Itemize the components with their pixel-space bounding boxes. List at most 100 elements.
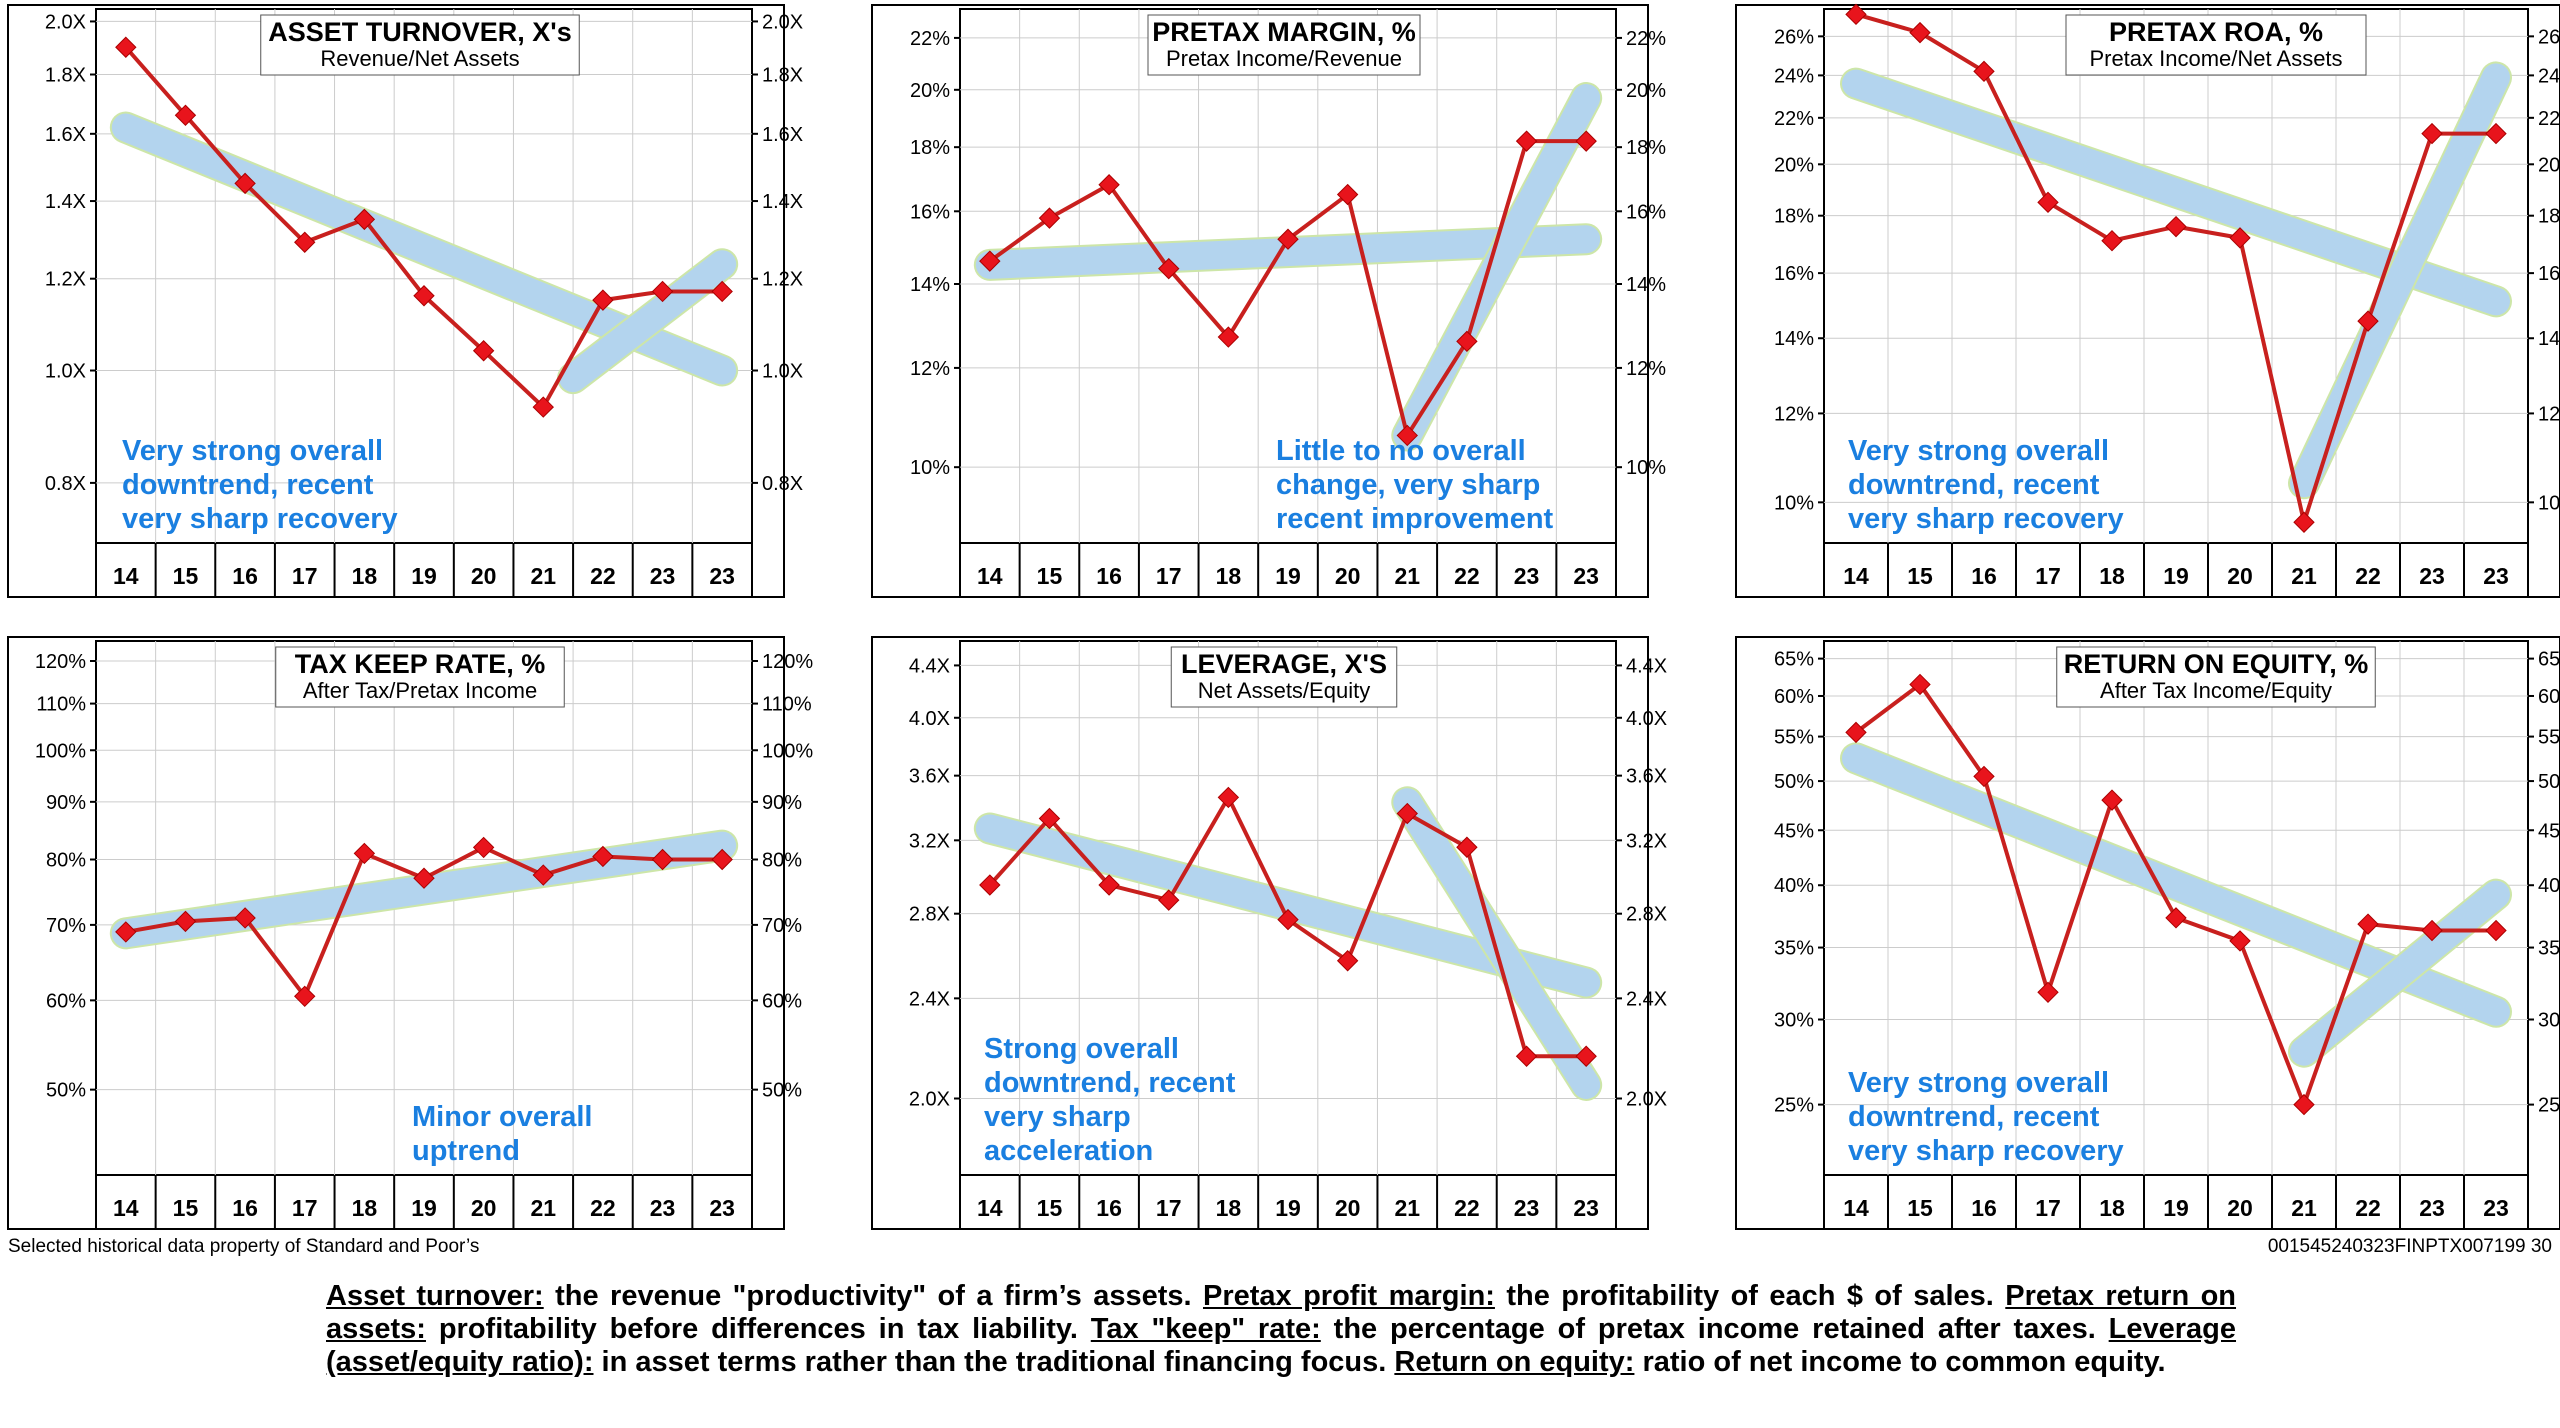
data-point	[1158, 889, 1180, 911]
data-point	[2229, 227, 2251, 249]
chart-subtitle: Net Assets/Equity	[1198, 678, 1370, 703]
y-tick-label-right: 12%	[2538, 403, 2560, 425]
chart-annotation-line: Strong overall	[984, 1033, 1179, 1065]
chart-subtitle: After Tax/Pretax Income	[303, 678, 537, 703]
chart-panel: 10% 10% 12% 12% 14% 14% 16% 16% 18% 18% 20% 20% 22% 2…	[871, 4, 1666, 598]
y-tick-label-right: 45%	[2538, 820, 2560, 842]
data-point	[2037, 981, 2059, 1004]
data-point	[2165, 907, 2187, 929]
data-point	[1217, 326, 1240, 348]
y-tick-label-right: 14%	[1626, 274, 1666, 296]
y-tick-label-left: 90%	[46, 792, 86, 814]
x-tick-label: 17	[1156, 1195, 1182, 1221]
x-tick-label: 23	[2419, 1195, 2445, 1221]
x-tick-label: 19	[411, 1195, 437, 1221]
y-tick-label-right: 90%	[762, 792, 802, 814]
x-tick-label: 14	[1843, 1195, 1869, 1221]
x-tick-label: 21	[2291, 1195, 2317, 1221]
x-tick-label: 18	[352, 563, 378, 589]
chart-panel: 10% 10% 12% 12% 14% 14% 16% 16% 18% 18% 20% 20% 22% 2…	[1735, 3, 2560, 598]
x-tick-label: 23	[2483, 1195, 2509, 1221]
x-tick-label: 19	[2163, 1195, 2189, 1221]
data-point	[651, 280, 674, 303]
x-tick-label: 23	[650, 563, 676, 589]
data-point	[532, 864, 554, 886]
plot-area	[1823, 8, 2529, 598]
x-tick-label: 19	[2163, 563, 2189, 589]
y-tick-label-right: 14%	[2538, 328, 2560, 350]
data-point	[2101, 789, 2123, 811]
x-tick-label: 18	[2099, 1195, 2125, 1221]
x-tick-label: 15	[1907, 563, 1933, 589]
data-point	[294, 231, 316, 253]
y-tick-label-right: 60%	[2538, 686, 2560, 708]
y-tick-label-right: 18%	[2538, 206, 2560, 228]
x-tick-label: 21	[2291, 563, 2317, 589]
caption-entry: Return on equity: ratio of net income to…	[1394, 1346, 2165, 1378]
caption-term: Return on equity:	[1394, 1346, 1635, 1378]
data-point	[979, 874, 1001, 896]
chart-subtitle: Pretax Income/Revenue	[1166, 46, 1402, 71]
y-tick-label-right: 24%	[2538, 65, 2560, 87]
x-tick-label: 23	[1573, 1195, 1599, 1221]
chart-annotation-line: Very strong overall	[122, 435, 383, 467]
data-point	[1277, 908, 1299, 931]
x-tick-label: 14	[113, 1195, 139, 1221]
y-tick-label-right: 1.0X	[762, 361, 803, 383]
y-tick-label-right: 55%	[2538, 727, 2560, 749]
y-tick-label-right: 1.6X	[762, 124, 803, 146]
trend-band	[1393, 788, 1601, 1099]
x-tick-label: 22	[590, 563, 616, 589]
trend-band	[2290, 880, 2510, 1066]
y-tick-label-right: 22%	[1626, 28, 1666, 50]
y-tick-label-left: 1.4X	[45, 191, 86, 213]
x-tick-label: 20	[471, 563, 497, 589]
caption-text: the profitability of each $ of sales.	[1494, 1280, 2006, 1312]
y-tick-label-right: 12%	[1626, 358, 1666, 380]
data-point	[2037, 191, 2059, 214]
chart-annotation-line: Minor overall	[412, 1101, 593, 1133]
x-tick-label: 16	[1096, 563, 1122, 589]
x-tick-label: 22	[2355, 1195, 2381, 1221]
caption-text: the revenue "productivity" of a firm’s a…	[543, 1280, 1203, 1312]
x-tick-label: 14	[113, 563, 139, 589]
chart-subtitle: Pretax Income/Net Assets	[2089, 46, 2342, 71]
y-tick-label-right: 4.0X	[1626, 708, 1667, 730]
chart-panel: 0.8X 0.8X 1.0X 1.0X 1.2X 1.2X 1.4X 1.4X 1.6X 1.6X…	[7, 4, 803, 598]
y-tick-label-left: 2.4X	[909, 988, 950, 1010]
x-tick-label: 23	[709, 1195, 735, 1221]
chart-title: PRETAX MARGIN, %	[1152, 17, 1416, 47]
y-tick-label-right: 2.8X	[1626, 904, 1667, 926]
x-tick-label: 21	[1394, 563, 1420, 589]
y-tick-label-right: 16%	[2538, 263, 2560, 285]
data-point	[1845, 3, 1867, 26]
caption-term: Tax "keep" rate:	[1090, 1313, 1321, 1345]
chart-title: PRETAX ROA, %	[2109, 17, 2323, 47]
y-tick-label-left: 12%	[1774, 403, 1814, 425]
x-tick-label: 16	[232, 563, 258, 589]
data-point	[353, 208, 376, 231]
y-tick-label-left: 50%	[46, 1080, 86, 1102]
y-tick-label-left: 2.0X	[45, 11, 86, 33]
y-tick-label-left: 1.2X	[45, 269, 86, 291]
plot-area	[95, 640, 753, 1230]
chart-subtitle: Revenue/Net Assets	[320, 46, 519, 71]
y-tick-label-right: 60%	[762, 990, 802, 1012]
y-tick-label-right: 70%	[762, 915, 802, 937]
x-tick-label: 15	[173, 1195, 199, 1221]
caption-text: profitability before differences in tax …	[425, 1313, 1091, 1345]
trend-band	[559, 250, 737, 393]
data-point	[174, 910, 197, 933]
x-tick-label: 23	[2419, 563, 2445, 589]
y-tick-label-left: 22%	[910, 28, 950, 50]
data-point	[1098, 874, 1120, 896]
y-tick-label-left: 120%	[35, 651, 86, 673]
y-tick-label-left: 10%	[1774, 492, 1814, 514]
footer-source: Selected historical data property of Sta…	[8, 1236, 480, 1257]
y-tick-label-left: 60%	[1774, 686, 1814, 708]
data-point	[1396, 424, 1418, 447]
y-tick-label-left: 60%	[46, 990, 86, 1012]
title-box	[275, 646, 565, 708]
x-tick-label: 17	[292, 563, 318, 589]
chart-annotation-line: downtrend, recent	[1848, 469, 2100, 501]
